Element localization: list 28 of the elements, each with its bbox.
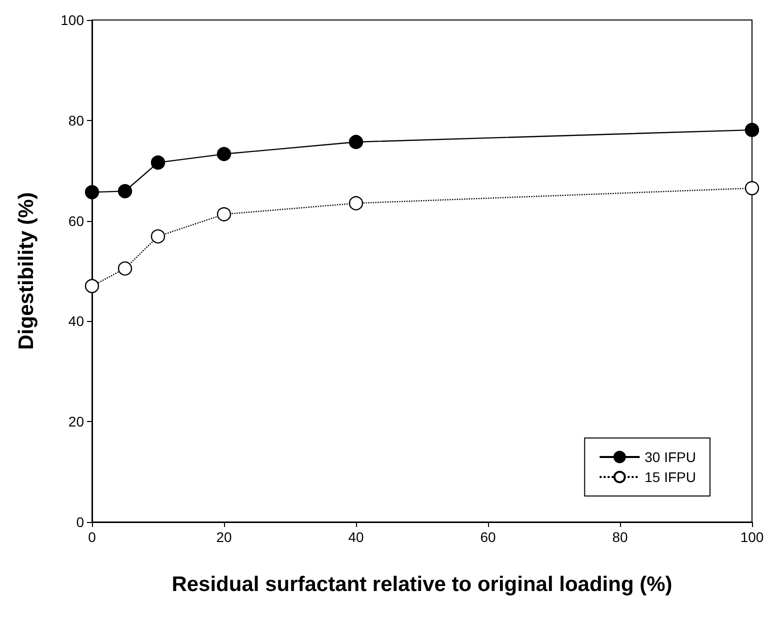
point bbox=[348, 196, 364, 210]
point bbox=[150, 155, 166, 170]
y-tick-label: 60 bbox=[68, 212, 84, 229]
x-tick-label: 0 bbox=[88, 529, 96, 545]
point bbox=[744, 181, 760, 196]
y-tick-label: 80 bbox=[68, 112, 84, 128]
x-axis-title: Residual surfactant relative to original loading (%) bbox=[172, 573, 672, 596]
y-tick-label: 100 bbox=[60, 12, 84, 28]
legend-label: 30 IFPU bbox=[644, 449, 696, 465]
point bbox=[118, 261, 132, 276]
point bbox=[216, 146, 232, 162]
x-tick-label: 40 bbox=[348, 529, 364, 545]
point bbox=[216, 207, 232, 222]
point bbox=[84, 278, 100, 294]
point bbox=[150, 229, 166, 244]
x-tick-label: 20 bbox=[216, 529, 232, 545]
x-tick-label: 100 bbox=[740, 529, 764, 545]
y-axis-title: Digestibility (%) bbox=[15, 192, 38, 350]
y-tick-label: 0 bbox=[76, 514, 84, 530]
point bbox=[348, 134, 364, 150]
point bbox=[118, 184, 132, 198]
y-tick-label: 40 bbox=[68, 313, 84, 330]
y-tick-label: 20 bbox=[68, 414, 84, 430]
legend-label: 15 IFPU bbox=[644, 469, 696, 485]
point bbox=[84, 185, 100, 200]
point bbox=[744, 122, 760, 138]
x-tick-label: 60 bbox=[480, 529, 496, 545]
x-tick-label: 80 bbox=[612, 529, 628, 545]
